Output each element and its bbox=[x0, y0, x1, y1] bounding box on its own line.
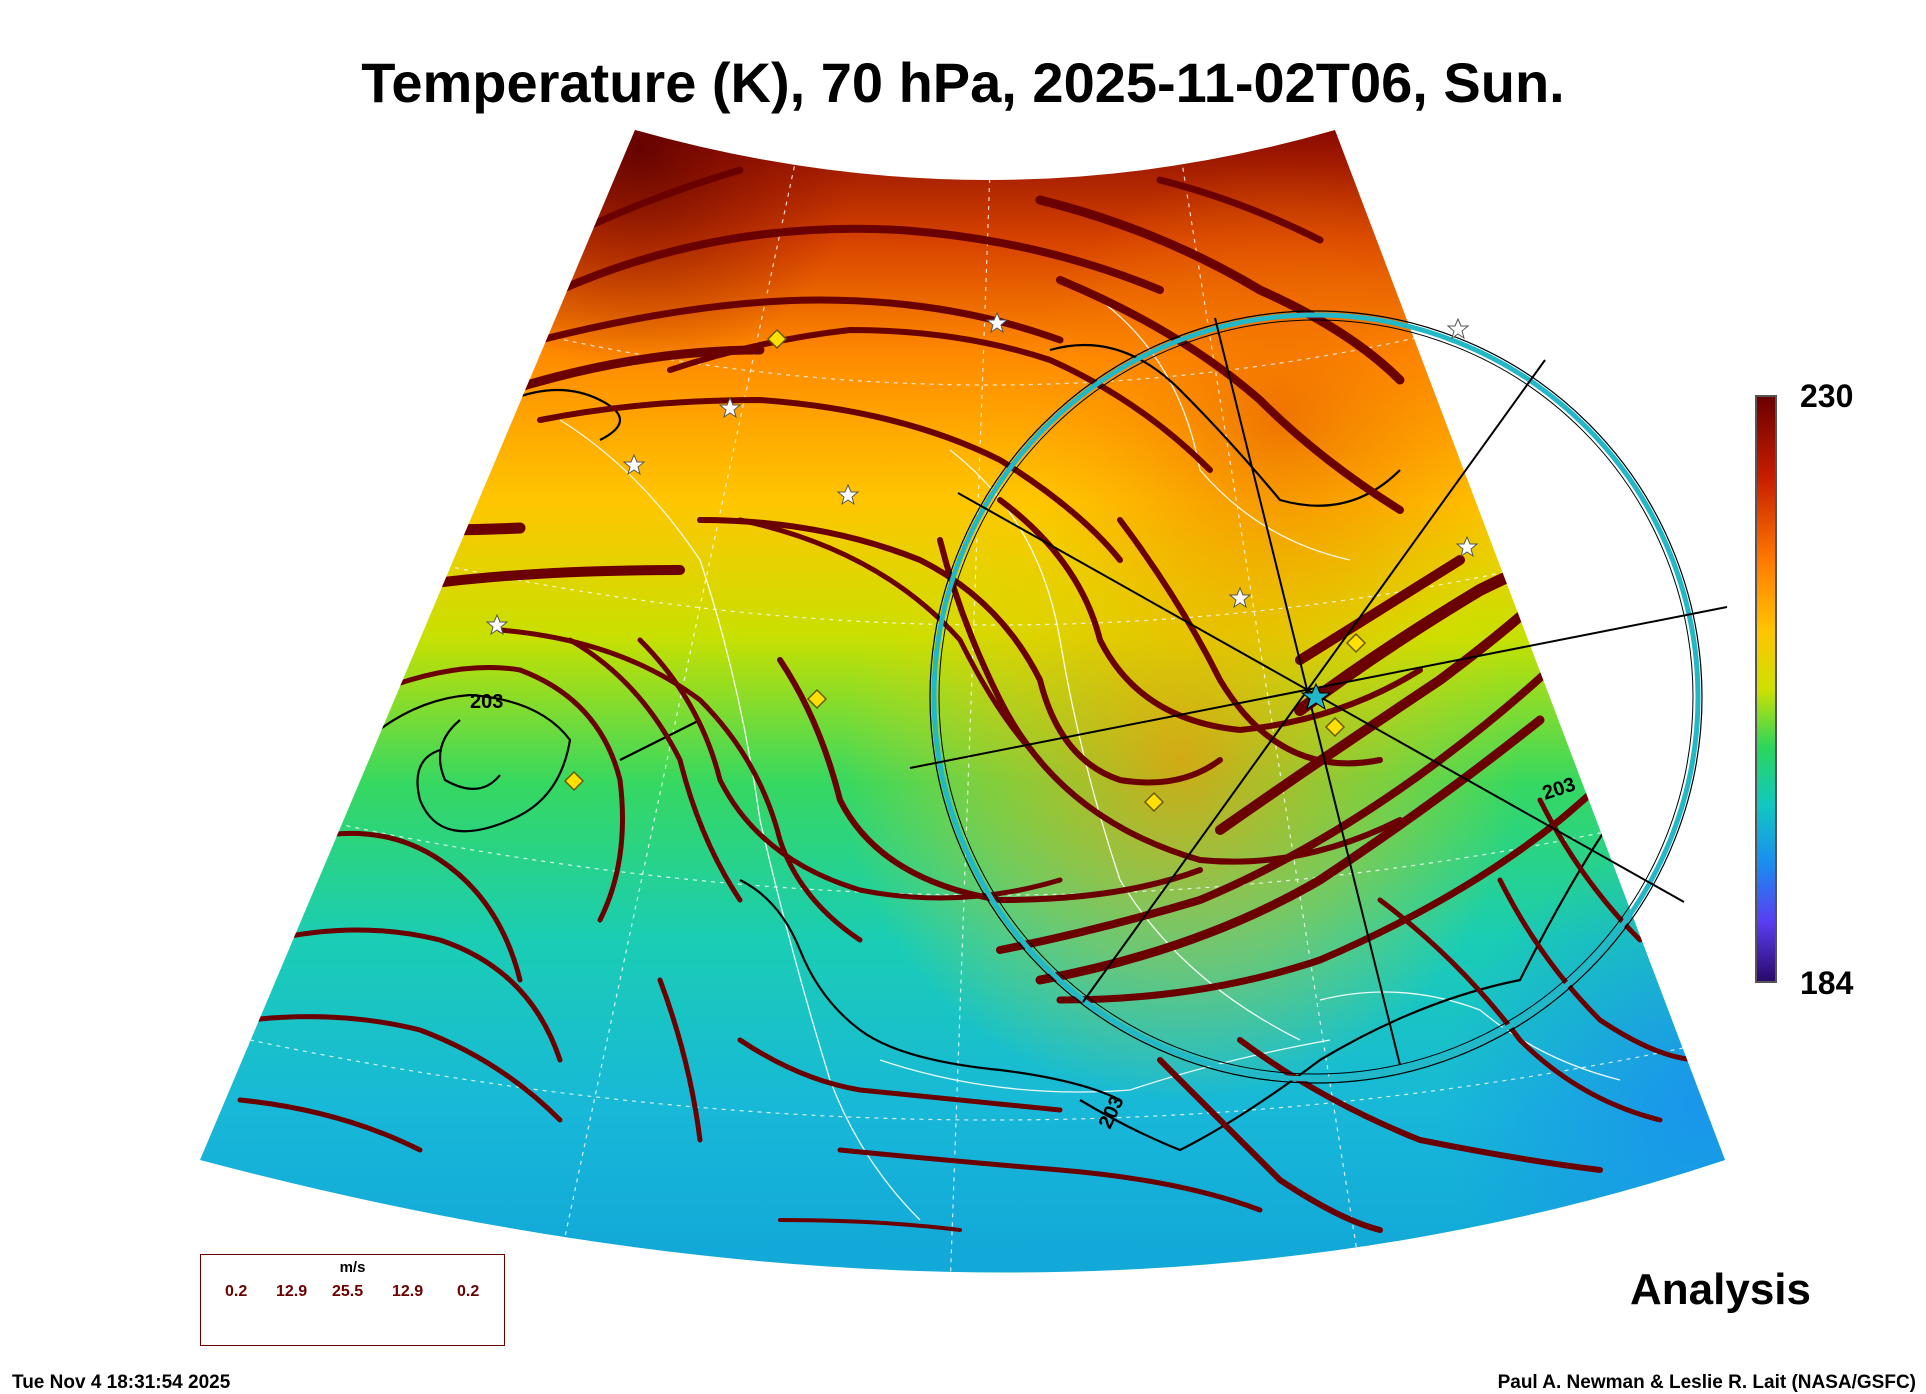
wind-legend-value: 12.9 bbox=[276, 1283, 308, 1300]
temperature-contour bbox=[339, 343, 1641, 1152]
streamline bbox=[657, 977, 703, 1143]
streamline bbox=[297, 830, 523, 983]
streamline bbox=[247, 1014, 563, 1123]
streamline bbox=[497, 627, 863, 943]
streamline bbox=[1035, 715, 1545, 985]
streamline bbox=[997, 497, 1423, 734]
streamline bbox=[415, 565, 685, 590]
streamline bbox=[1157, 1057, 1383, 1233]
streamline bbox=[996, 636, 1584, 954]
streamline bbox=[1156, 176, 1324, 244]
streamline bbox=[778, 1218, 962, 1232]
streamline bbox=[1035, 195, 1405, 385]
streamline bbox=[837, 1147, 1263, 1213]
white-star-icon bbox=[1228, 586, 1252, 609]
wind-legend-value: 25.5 bbox=[332, 1283, 364, 1300]
credit-line: Paul A. Newman & Leslie R. Lait (NASA/GS… bbox=[1497, 1372, 1916, 1393]
white-star-icon bbox=[1446, 317, 1470, 340]
timestamp: Tue Nov 4 18:31:54 2025 bbox=[12, 1372, 231, 1393]
streamline bbox=[1056, 276, 1404, 514]
streamline bbox=[377, 665, 625, 923]
streamline bbox=[637, 637, 1063, 901]
streamline bbox=[1295, 555, 1465, 665]
streamline bbox=[1537, 797, 1643, 943]
streamline bbox=[1497, 877, 1703, 1063]
temperature-field bbox=[200, 130, 1725, 1273]
wind-legend-value: 0.2 bbox=[225, 1283, 248, 1300]
streamline bbox=[237, 1097, 423, 1153]
wind-legend-value: 12.9 bbox=[392, 1283, 424, 1300]
streamline bbox=[267, 927, 563, 1063]
star-markers bbox=[485, 311, 1479, 636]
white-star-icon bbox=[985, 311, 1009, 334]
streamline bbox=[737, 1037, 1063, 1113]
yellow-diamond-icon bbox=[1143, 791, 1165, 813]
streamline bbox=[536, 296, 1064, 344]
streamline bbox=[567, 637, 743, 903]
streamline bbox=[697, 517, 1223, 786]
streamline bbox=[667, 326, 1213, 473]
colorbar-min-label: 184 bbox=[1800, 965, 1854, 1001]
colorbar-max-label: 230 bbox=[1800, 378, 1854, 414]
streamline bbox=[777, 657, 1203, 904]
yellow-diamond-icon bbox=[806, 688, 828, 710]
yellow-diamond-icon bbox=[1345, 632, 1367, 654]
colorbar bbox=[1755, 395, 1777, 983]
center-star-icon bbox=[1300, 682, 1332, 711]
streamline bbox=[1377, 897, 1663, 1123]
contour-label: 203 bbox=[470, 691, 503, 713]
white-star-icon bbox=[1455, 535, 1479, 558]
yellow-diamond-icon bbox=[563, 770, 585, 792]
yellow-diamond-icon bbox=[1324, 716, 1346, 738]
station-markers bbox=[563, 328, 1367, 813]
white-star-icon bbox=[485, 613, 509, 636]
wind-legend-value: 0.2 bbox=[457, 1283, 480, 1300]
streamline bbox=[286, 658, 362, 762]
streamline bbox=[434, 522, 526, 536]
polar-vortex-diagnostic bbox=[909, 310, 1728, 1084]
wind-speed-legend: m/s 0.2 12.9 25.5 12.9 0.2 bbox=[200, 1254, 505, 1346]
streamline bbox=[556, 224, 1164, 294]
wind-legend-unit: m/s bbox=[339, 1259, 366, 1276]
streamline bbox=[537, 396, 1123, 563]
yellow-diamond-icon bbox=[766, 328, 788, 350]
white-star-icon bbox=[836, 483, 860, 506]
white-star-icon bbox=[622, 453, 646, 476]
analysis-label: Analysis bbox=[1630, 1265, 1811, 1314]
map-title: Temperature (K), 70 hPa, 2025-11-02T06, … bbox=[361, 51, 1565, 114]
streamline bbox=[1237, 1037, 1603, 1173]
white-star-icon bbox=[718, 396, 742, 419]
